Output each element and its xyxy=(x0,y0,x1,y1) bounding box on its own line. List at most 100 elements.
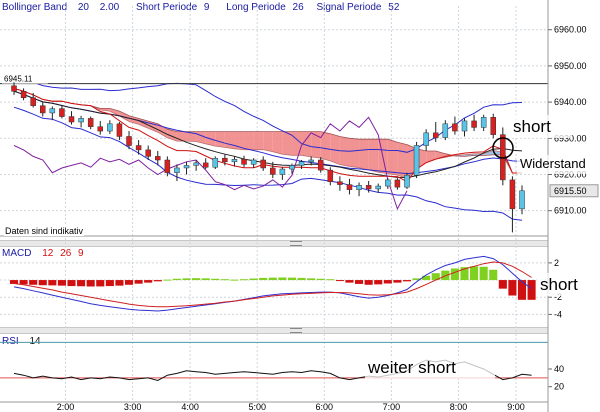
macd-histogram-bar xyxy=(182,278,191,281)
candle-body xyxy=(107,123,113,132)
macd-histogram-bar xyxy=(144,280,153,283)
candle-body xyxy=(183,165,190,169)
cloud-segment xyxy=(483,150,494,156)
panel-resize-handle-rsi[interactable] xyxy=(0,327,548,334)
macd-line xyxy=(13,255,532,312)
macd-fast: 12 xyxy=(42,248,54,259)
tenkan-line xyxy=(13,88,522,183)
macd-histogram-bar xyxy=(374,280,383,285)
macd-histogram-bar xyxy=(517,280,527,300)
macd-histogram-bar xyxy=(460,267,469,281)
cloud-segment xyxy=(119,111,130,122)
signal-period-value: 52 xyxy=(388,2,400,13)
short-period-label: Short Periode xyxy=(135,2,198,13)
rsi-tick-label: 40 xyxy=(554,364,564,374)
cloud-segment xyxy=(244,131,254,150)
annotation-weiter-short-bg xyxy=(365,356,495,379)
annotation-short-price-bg xyxy=(510,115,572,138)
cloud-segment xyxy=(464,153,475,157)
macd-histogram-bar xyxy=(470,266,479,281)
candle-body xyxy=(241,159,247,165)
candle-body xyxy=(250,159,257,165)
annotations: short Widerstand short weiter short xyxy=(365,115,597,379)
macd-slow: 26 xyxy=(60,248,72,259)
cloud-segment xyxy=(157,123,168,138)
annotation-widerstand: Widerstand xyxy=(520,156,586,171)
candle-body xyxy=(480,117,487,128)
price-panel-header: Bollinger Band 20 2.00 Short Periode 9 L… xyxy=(2,2,407,16)
time-tick-label: 5:00 xyxy=(248,402,266,412)
macd-signal: 9 xyxy=(78,248,84,259)
candle-body xyxy=(279,168,286,175)
cloud-segment xyxy=(263,131,273,152)
macd-histogram-bar xyxy=(239,279,249,281)
macd-histogram-bar xyxy=(364,280,373,285)
annotation-short-price: short xyxy=(513,117,551,136)
time-tick-label: 3:00 xyxy=(124,402,142,412)
candle-body xyxy=(135,145,142,151)
candle-body xyxy=(317,159,324,171)
senkou-span-b xyxy=(13,88,522,174)
candle-body xyxy=(471,120,477,128)
macd-histogram-bar xyxy=(67,280,76,287)
candle-body xyxy=(68,116,75,123)
macd-histogram-bar xyxy=(172,278,181,281)
macd-histogram-bar xyxy=(249,278,258,281)
macd-histogram-bar xyxy=(9,280,19,284)
macd-histogram-bar xyxy=(48,280,57,286)
macd-histogram-bar xyxy=(230,279,239,281)
macd-histogram-bar xyxy=(326,279,335,281)
data-note: Daten sind indikativ xyxy=(4,226,85,236)
candle-body xyxy=(452,123,458,132)
time-tick-label: 4:00 xyxy=(181,402,199,412)
candle-body xyxy=(308,159,314,163)
candle-body xyxy=(394,179,401,188)
macd-histogram-bar xyxy=(259,277,268,281)
candle-body xyxy=(461,120,468,132)
cloud-segment xyxy=(301,131,312,157)
indicator-lines: 6945.11 xyxy=(0,74,548,221)
candle-body xyxy=(337,181,343,185)
macd-histogram-bar xyxy=(86,280,95,287)
candle-body xyxy=(404,174,410,188)
candle-body xyxy=(298,161,305,166)
macd-histogram-bar xyxy=(77,280,86,287)
candle-body xyxy=(59,108,65,117)
cloud-segment xyxy=(330,133,340,165)
macd-tick-label: 2 xyxy=(554,258,559,268)
macd-histogram-bar xyxy=(192,278,201,281)
macd-panel: 2 -2 -4 xyxy=(9,255,562,319)
candle-body xyxy=(174,167,180,173)
macd-tick-label: -2 xyxy=(554,292,562,302)
macd-histogram-bar xyxy=(287,277,297,281)
macd-histogram-bar xyxy=(402,280,412,282)
macd-histogram-bar xyxy=(153,280,162,282)
grid-lines xyxy=(0,6,548,402)
candle-body xyxy=(30,97,36,106)
time-tick-label: 9:00 xyxy=(507,402,525,412)
time-tick-label: 6:00 xyxy=(316,402,334,412)
macd-histogram-bar xyxy=(489,269,498,281)
candle-body xyxy=(78,118,84,123)
macd-histogram-bar xyxy=(479,266,488,281)
cloud-segment xyxy=(311,131,321,159)
cloud-segment xyxy=(215,131,225,148)
annotation-widerstand-bg xyxy=(517,155,597,174)
macd-label: MACD xyxy=(2,248,32,259)
price-tick-label: 6940.00 xyxy=(554,97,587,107)
candle-body xyxy=(413,145,420,176)
panel-resize-handle-macd[interactable] xyxy=(0,240,548,247)
candle-body xyxy=(365,185,372,190)
chikou-line xyxy=(13,116,408,211)
macd-histogram-bar xyxy=(134,280,143,284)
annotation-short-macd: short xyxy=(540,275,578,294)
moving-average-dark xyxy=(13,90,523,179)
macd-histogram-bar xyxy=(393,280,402,283)
macd-signal-line xyxy=(13,261,532,308)
price-tick-label: 6930.00 xyxy=(554,133,587,143)
macd-histogram-bar xyxy=(115,280,124,286)
bollinger-label: Bollinger Band xyxy=(2,2,68,13)
cloud-segment xyxy=(282,131,292,156)
candle-body xyxy=(260,159,266,169)
